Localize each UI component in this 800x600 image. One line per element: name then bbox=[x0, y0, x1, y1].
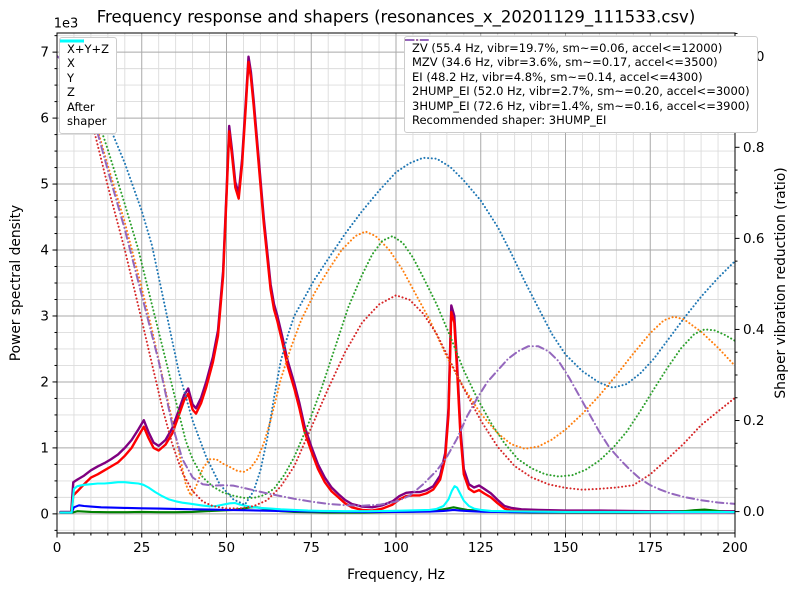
legend-item-label: MZV (34.6 Hz, vibr=3.6%, sm~=0.17, accel… bbox=[412, 55, 718, 70]
y-axis-offset-label: 1e3 bbox=[53, 16, 79, 32]
legend-item-z: Z bbox=[60, 39, 109, 100]
curve-3hump_ei bbox=[57, 55, 735, 507]
legend-item-label: 3HUMP_EI (72.6 Hz, vibr=1.4%, sm~=0.16, … bbox=[412, 98, 750, 113]
legend-swatch-none bbox=[405, 37, 429, 43]
legend-item-3hump_ei: 3HUMP_EI (72.6 Hz, vibr=1.4%, sm~=0.16, … bbox=[405, 39, 750, 113]
legend-item-label: 2HUMP_EI (52.0 Hz, vibr=2.7%, sm~=0.20, … bbox=[412, 84, 750, 99]
x-axis-label: Frequency, Hz bbox=[347, 567, 445, 583]
x-tick-label: 25 bbox=[133, 540, 150, 556]
x-tick-label: 100 bbox=[383, 540, 409, 556]
curve-after bbox=[59, 481, 735, 514]
legend-item-label: ZV (55.4 Hz, vibr=19.7%, sm~=0.06, accel… bbox=[412, 41, 723, 55]
legend-measured: X+Y+Z X Y Z After shaper bbox=[59, 37, 118, 134]
legend-shapers: ZV (55.4 Hz, vibr=19.7%, sm~=0.06, accel… bbox=[404, 36, 758, 133]
y-left-tick-label: 0 bbox=[40, 506, 49, 522]
y-left-tick-label: 4 bbox=[40, 243, 49, 259]
curve-ei bbox=[57, 55, 735, 499]
legend-item-x: X bbox=[60, 39, 109, 71]
legend-item-footer: Recommended shaper: 3HUMP_EI bbox=[412, 113, 750, 127]
legend-swatch-3hump_ei bbox=[405, 39, 429, 41]
curve-z bbox=[59, 504, 735, 514]
x-tick-label: 125 bbox=[468, 540, 494, 556]
x-tick-label: 175 bbox=[637, 540, 663, 556]
legend-item-label: Z bbox=[67, 85, 75, 100]
legend-item-label: Recommended shaper: 3HUMP_EI bbox=[412, 113, 607, 128]
x-tick-label: 75 bbox=[303, 540, 320, 556]
curve-zv bbox=[57, 55, 735, 506]
legend-item-ei: EI (48.2 Hz, vibr=4.8%, sm~=0.14, accel<… bbox=[405, 39, 750, 84]
axis-ticks bbox=[52, 32, 740, 538]
x-tick-label: 0 bbox=[53, 540, 62, 556]
legend-item-label: EI (48.2 Hz, vibr=4.8%, sm~=0.14, accel<… bbox=[412, 69, 703, 84]
y-axis-label-left: Power spectral density bbox=[8, 204, 24, 362]
x-tick-label: 200 bbox=[722, 540, 748, 556]
y-left-tick-label: 6 bbox=[40, 111, 49, 127]
curve-x bbox=[59, 60, 735, 514]
chart-title: Frequency response and shapers (resonanc… bbox=[96, 7, 696, 27]
y-left-tick-label: 7 bbox=[40, 45, 49, 61]
legend-item-after: After shaper bbox=[60, 39, 109, 129]
y-right-tick-label: 0.0 bbox=[743, 504, 764, 520]
tick-labels: 0 25 50 75 100 125 150 175 200 0 1 2 3 4 5 6 7 0.0 0.2 0.4 0… bbox=[40, 45, 764, 556]
legend-item-zv: ZV (55.4 Hz, vibr=19.7%, sm~=0.06, accel… bbox=[405, 39, 750, 55]
y-right-tick-label: 0.4 bbox=[743, 322, 764, 338]
legend-item-label: Y bbox=[67, 70, 75, 85]
y-right-tick-label: 0.8 bbox=[743, 140, 764, 156]
curve-mzv bbox=[57, 55, 735, 497]
y-left-tick-label: 2 bbox=[40, 375, 49, 391]
y-right-tick-label: 0.6 bbox=[743, 231, 764, 247]
y-right-tick-label: 0.2 bbox=[743, 413, 764, 429]
y-left-tick-label: 1 bbox=[40, 441, 49, 457]
legend-item-mzv: MZV (34.6 Hz, vibr=3.6%, sm~=0.17, accel… bbox=[405, 39, 750, 70]
legend-swatch-after bbox=[60, 39, 84, 43]
x-tick-label: 50 bbox=[218, 540, 235, 556]
x-tick-label: 150 bbox=[553, 540, 579, 556]
legend-item-label: After shaper bbox=[67, 99, 107, 129]
legend-item-y: Y bbox=[60, 39, 109, 85]
legend-item-label: X+Y+Z bbox=[67, 42, 110, 56]
y-left-tick-label: 3 bbox=[40, 309, 49, 325]
legend-item-label: X bbox=[67, 56, 75, 71]
curve-2hump_ei bbox=[57, 55, 735, 510]
legend-item-xyz: X+Y+Z bbox=[60, 39, 110, 56]
y-axis-label-right: Shaper vibration reduction (ratio) bbox=[773, 167, 789, 399]
legend-item-2hump_ei: 2HUMP_EI (52.0 Hz, vibr=2.7%, sm~=0.20, … bbox=[405, 39, 750, 99]
y-left-tick-label: 5 bbox=[40, 177, 49, 193]
